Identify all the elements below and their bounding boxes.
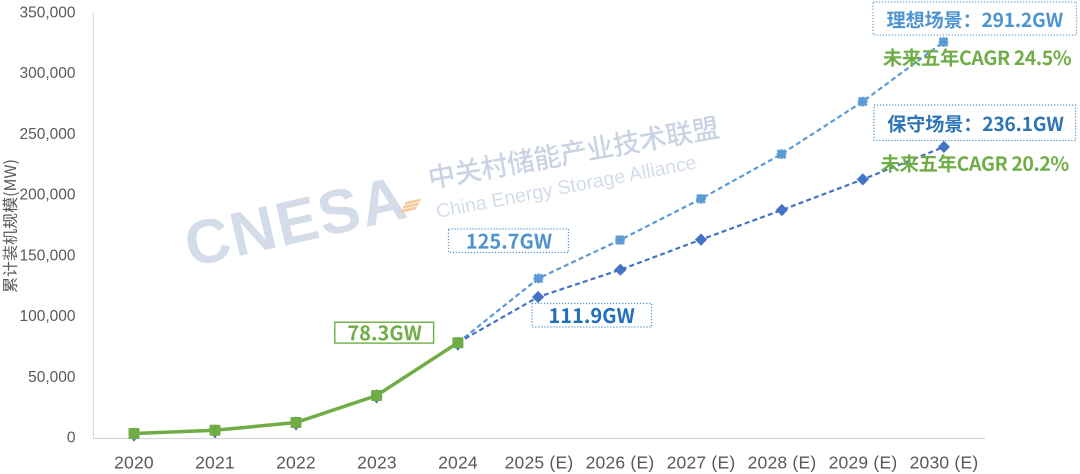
svg-text:2029 (E): 2029 (E) — [829, 453, 898, 473]
svg-text:2021: 2021 — [195, 453, 235, 473]
svg-text:2023: 2023 — [357, 453, 397, 473]
svg-text:50,000: 50,000 — [28, 369, 76, 386]
svg-text:200,000: 200,000 — [19, 187, 75, 204]
svg-text:2030 (E): 2030 (E) — [910, 453, 979, 473]
svg-text:100,000: 100,000 — [19, 308, 75, 325]
svg-text:250,000: 250,000 — [19, 126, 75, 143]
svg-text:350,000: 350,000 — [19, 5, 75, 22]
svg-text:2026 (E): 2026 (E) — [586, 453, 655, 473]
svg-text:2027 (E): 2027 (E) — [667, 453, 736, 473]
svg-text:CNESA: CNESA — [178, 163, 414, 280]
svg-text:2025 (E): 2025 (E) — [505, 453, 574, 473]
svg-text:2020: 2020 — [114, 453, 154, 473]
svg-text:2022: 2022 — [276, 453, 316, 473]
svg-text:2024: 2024 — [438, 453, 478, 473]
svg-text:150,000: 150,000 — [19, 247, 75, 264]
svg-text:0: 0 — [67, 430, 76, 447]
svg-text:2028 (E): 2028 (E) — [748, 453, 817, 473]
svg-text:300,000: 300,000 — [19, 65, 75, 82]
